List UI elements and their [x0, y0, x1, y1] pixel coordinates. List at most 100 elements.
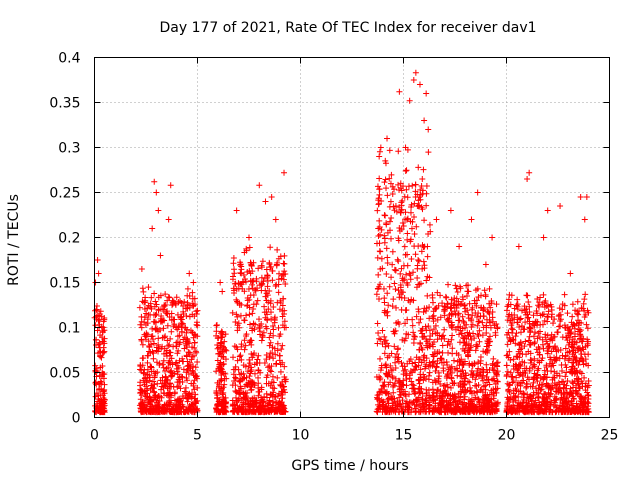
- data-point: [97, 308, 104, 315]
- data-point-outlier: [456, 243, 463, 250]
- data-point: [406, 409, 413, 416]
- data-point: [221, 381, 228, 388]
- data-point: [403, 186, 410, 193]
- data-point: [267, 392, 274, 399]
- data-point: [161, 390, 168, 397]
- data-point: [541, 374, 548, 381]
- data-point-outlier: [425, 126, 432, 133]
- data-point: [547, 390, 554, 397]
- data-point: [531, 322, 538, 329]
- data-point: [240, 271, 247, 278]
- data-point: [393, 405, 400, 412]
- data-point: [385, 381, 392, 388]
- data-point: [230, 366, 237, 373]
- data-point: [395, 148, 402, 155]
- data-point: [147, 363, 154, 370]
- data-point: [569, 301, 576, 308]
- data-point: [479, 319, 486, 326]
- data-point: [558, 378, 565, 385]
- data-point: [270, 332, 277, 339]
- data-point: [377, 336, 384, 343]
- data-point: [575, 381, 582, 388]
- data-point: [577, 347, 584, 354]
- data-point: [100, 318, 107, 325]
- data-point: [573, 388, 580, 395]
- data-point: [420, 377, 427, 384]
- data-point: [415, 281, 422, 288]
- data-point: [259, 333, 266, 340]
- data-point: [279, 395, 286, 402]
- data-point: [459, 345, 466, 352]
- data-point: [234, 397, 241, 404]
- data-point: [526, 365, 533, 372]
- data-point: [394, 356, 401, 363]
- data-point: [515, 393, 522, 400]
- data-point: [249, 354, 256, 361]
- data-point: [413, 397, 420, 404]
- data-point: [534, 296, 541, 303]
- data-point: [532, 397, 539, 404]
- data-point: [514, 301, 521, 308]
- data-point: [404, 215, 411, 222]
- data-point: [159, 408, 166, 415]
- data-point: [238, 404, 245, 411]
- data-point: [388, 395, 395, 402]
- data-point: [193, 321, 200, 328]
- data-point: [267, 401, 274, 408]
- data-point: [540, 291, 547, 298]
- data-point: [243, 247, 250, 254]
- data-point: [390, 389, 397, 396]
- data-point: [223, 347, 230, 354]
- data-point: [138, 324, 145, 331]
- data-point: [146, 408, 153, 415]
- data-point: [543, 302, 550, 309]
- data-point: [527, 339, 534, 346]
- data-point: [475, 398, 482, 405]
- data-point: [481, 404, 488, 411]
- data-point: [429, 386, 436, 393]
- data-point: [444, 392, 451, 399]
- data-point: [242, 278, 249, 285]
- data-point: [486, 319, 493, 326]
- data-point: [391, 280, 398, 287]
- y-tick-label: 0.15: [49, 276, 80, 292]
- data-point: [581, 374, 588, 381]
- data-point: [441, 326, 448, 333]
- data-point: [240, 375, 247, 382]
- data-point: [169, 302, 176, 309]
- data-point: [247, 259, 254, 266]
- data-point: [97, 364, 104, 371]
- data-point: [474, 313, 481, 320]
- data-point-outlier: [396, 88, 403, 95]
- data-point: [139, 388, 146, 395]
- data-point: [399, 197, 406, 204]
- data-point: [258, 264, 265, 271]
- data-point-outlier: [155, 207, 162, 214]
- data-point: [536, 299, 543, 306]
- data-point: [473, 382, 480, 389]
- data-point: [466, 347, 473, 354]
- data-point: [468, 324, 475, 331]
- data-point: [439, 333, 446, 340]
- data-point: [380, 382, 387, 389]
- data-point: [557, 318, 564, 325]
- data-point: [506, 348, 513, 355]
- data-point: [387, 362, 394, 369]
- data-point: [188, 408, 195, 415]
- data-point: [246, 311, 253, 318]
- data-point: [138, 401, 145, 408]
- data-point: [535, 302, 542, 309]
- data-point: [503, 352, 510, 359]
- data-point: [152, 394, 159, 401]
- data-point: [575, 311, 582, 318]
- data-point: [152, 325, 159, 332]
- data-point: [512, 333, 519, 340]
- data-point: [237, 377, 244, 384]
- data-point: [165, 392, 172, 399]
- data-point: [543, 364, 550, 371]
- data-point: [419, 346, 426, 353]
- data-point: [249, 310, 256, 317]
- data-point: [281, 386, 288, 393]
- data-point: [419, 190, 426, 197]
- data-point: [170, 316, 177, 323]
